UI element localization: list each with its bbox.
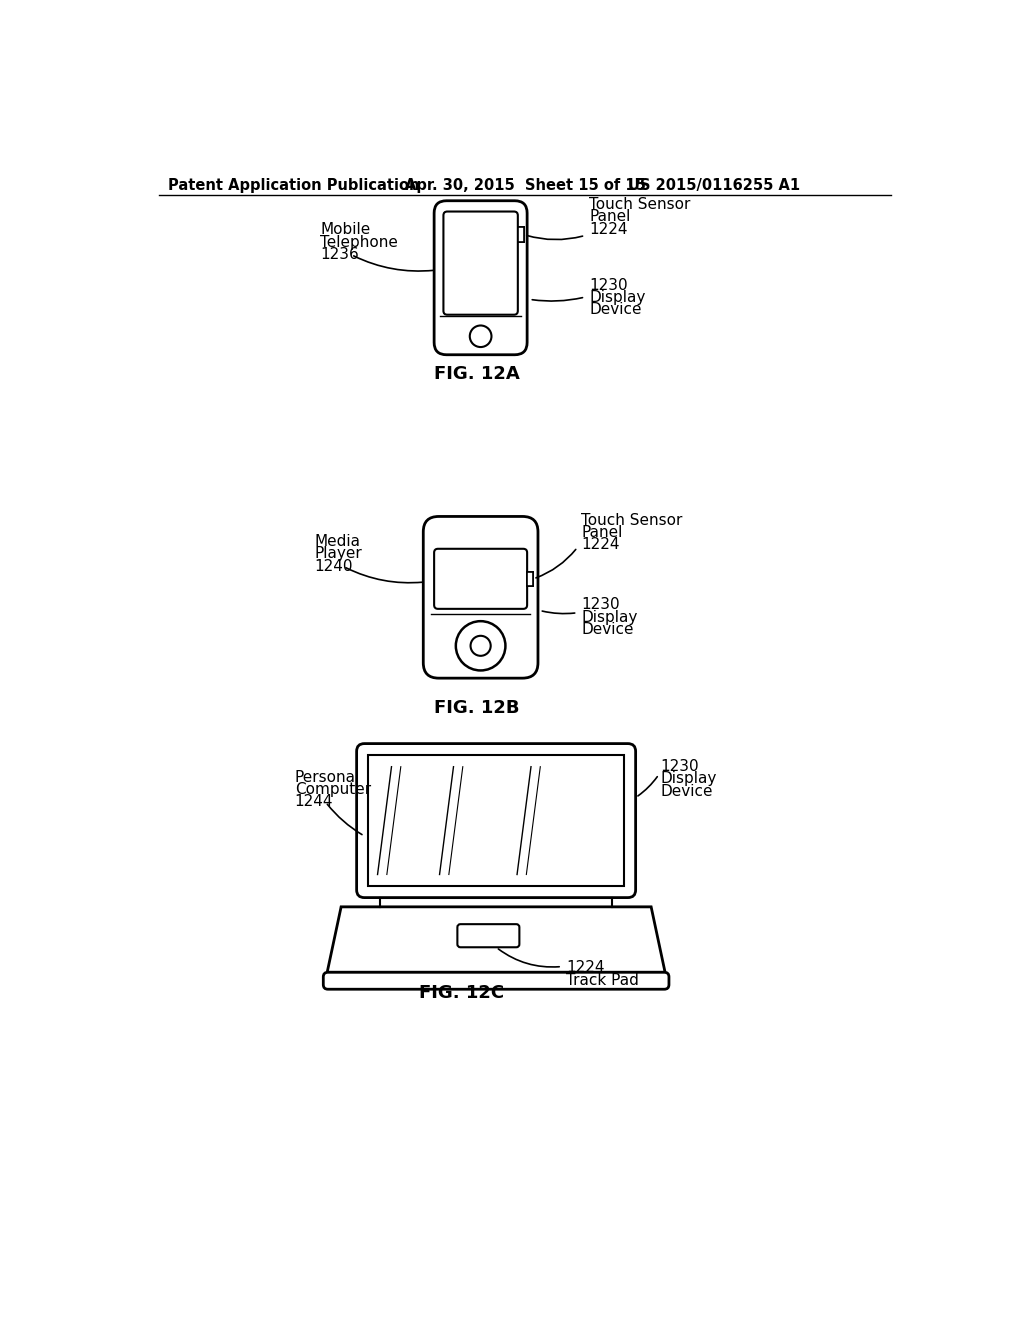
Text: FIG. 12B: FIG. 12B [434, 700, 519, 717]
Text: 1244: 1244 [295, 795, 333, 809]
FancyBboxPatch shape [434, 201, 527, 355]
Text: 1224: 1224 [589, 222, 628, 236]
Text: US 2015/0116255 A1: US 2015/0116255 A1 [628, 178, 800, 193]
Text: Touch Sensor: Touch Sensor [582, 512, 683, 528]
Text: Personal: Personal [295, 770, 359, 785]
Text: Device: Device [660, 784, 713, 799]
Text: 1230: 1230 [589, 277, 628, 293]
FancyBboxPatch shape [423, 516, 538, 678]
FancyBboxPatch shape [356, 743, 636, 898]
Text: Panel: Panel [582, 525, 623, 540]
Bar [527, 572, 534, 586]
Text: Touch Sensor: Touch Sensor [589, 197, 690, 213]
Text: 1230: 1230 [582, 598, 620, 612]
Circle shape [471, 636, 490, 656]
Circle shape [456, 622, 506, 671]
Text: Apr. 30, 2015  Sheet 15 of 15: Apr. 30, 2015 Sheet 15 of 15 [406, 178, 646, 193]
Bar [518, 227, 524, 243]
Text: Patent Application Publication: Patent Application Publication [168, 178, 420, 193]
Bar [369, 755, 624, 886]
Text: Track Pad: Track Pad [566, 973, 639, 987]
FancyBboxPatch shape [458, 924, 519, 948]
Text: 1240: 1240 [314, 558, 352, 574]
Text: Player: Player [314, 546, 361, 561]
FancyBboxPatch shape [324, 973, 669, 989]
FancyBboxPatch shape [434, 549, 527, 609]
Text: Mobile: Mobile [321, 222, 371, 238]
FancyBboxPatch shape [443, 211, 518, 314]
Text: Media: Media [314, 535, 360, 549]
Text: Display: Display [660, 771, 717, 787]
Text: FIG. 12A: FIG. 12A [434, 364, 519, 383]
Text: Device: Device [582, 622, 634, 638]
Text: 1224: 1224 [582, 537, 620, 552]
Text: 1236: 1236 [321, 247, 359, 261]
Text: 1230: 1230 [660, 759, 699, 774]
Text: Device: Device [589, 302, 642, 317]
Text: Computer: Computer [295, 781, 371, 797]
Text: Panel: Panel [589, 209, 631, 224]
Text: Display: Display [589, 290, 645, 305]
Circle shape [470, 326, 492, 347]
Polygon shape [328, 907, 665, 973]
Text: Telephone: Telephone [321, 235, 398, 249]
Text: Display: Display [582, 610, 638, 624]
Text: FIG. 12C: FIG. 12C [419, 983, 504, 1002]
Text: 1224: 1224 [566, 961, 604, 975]
